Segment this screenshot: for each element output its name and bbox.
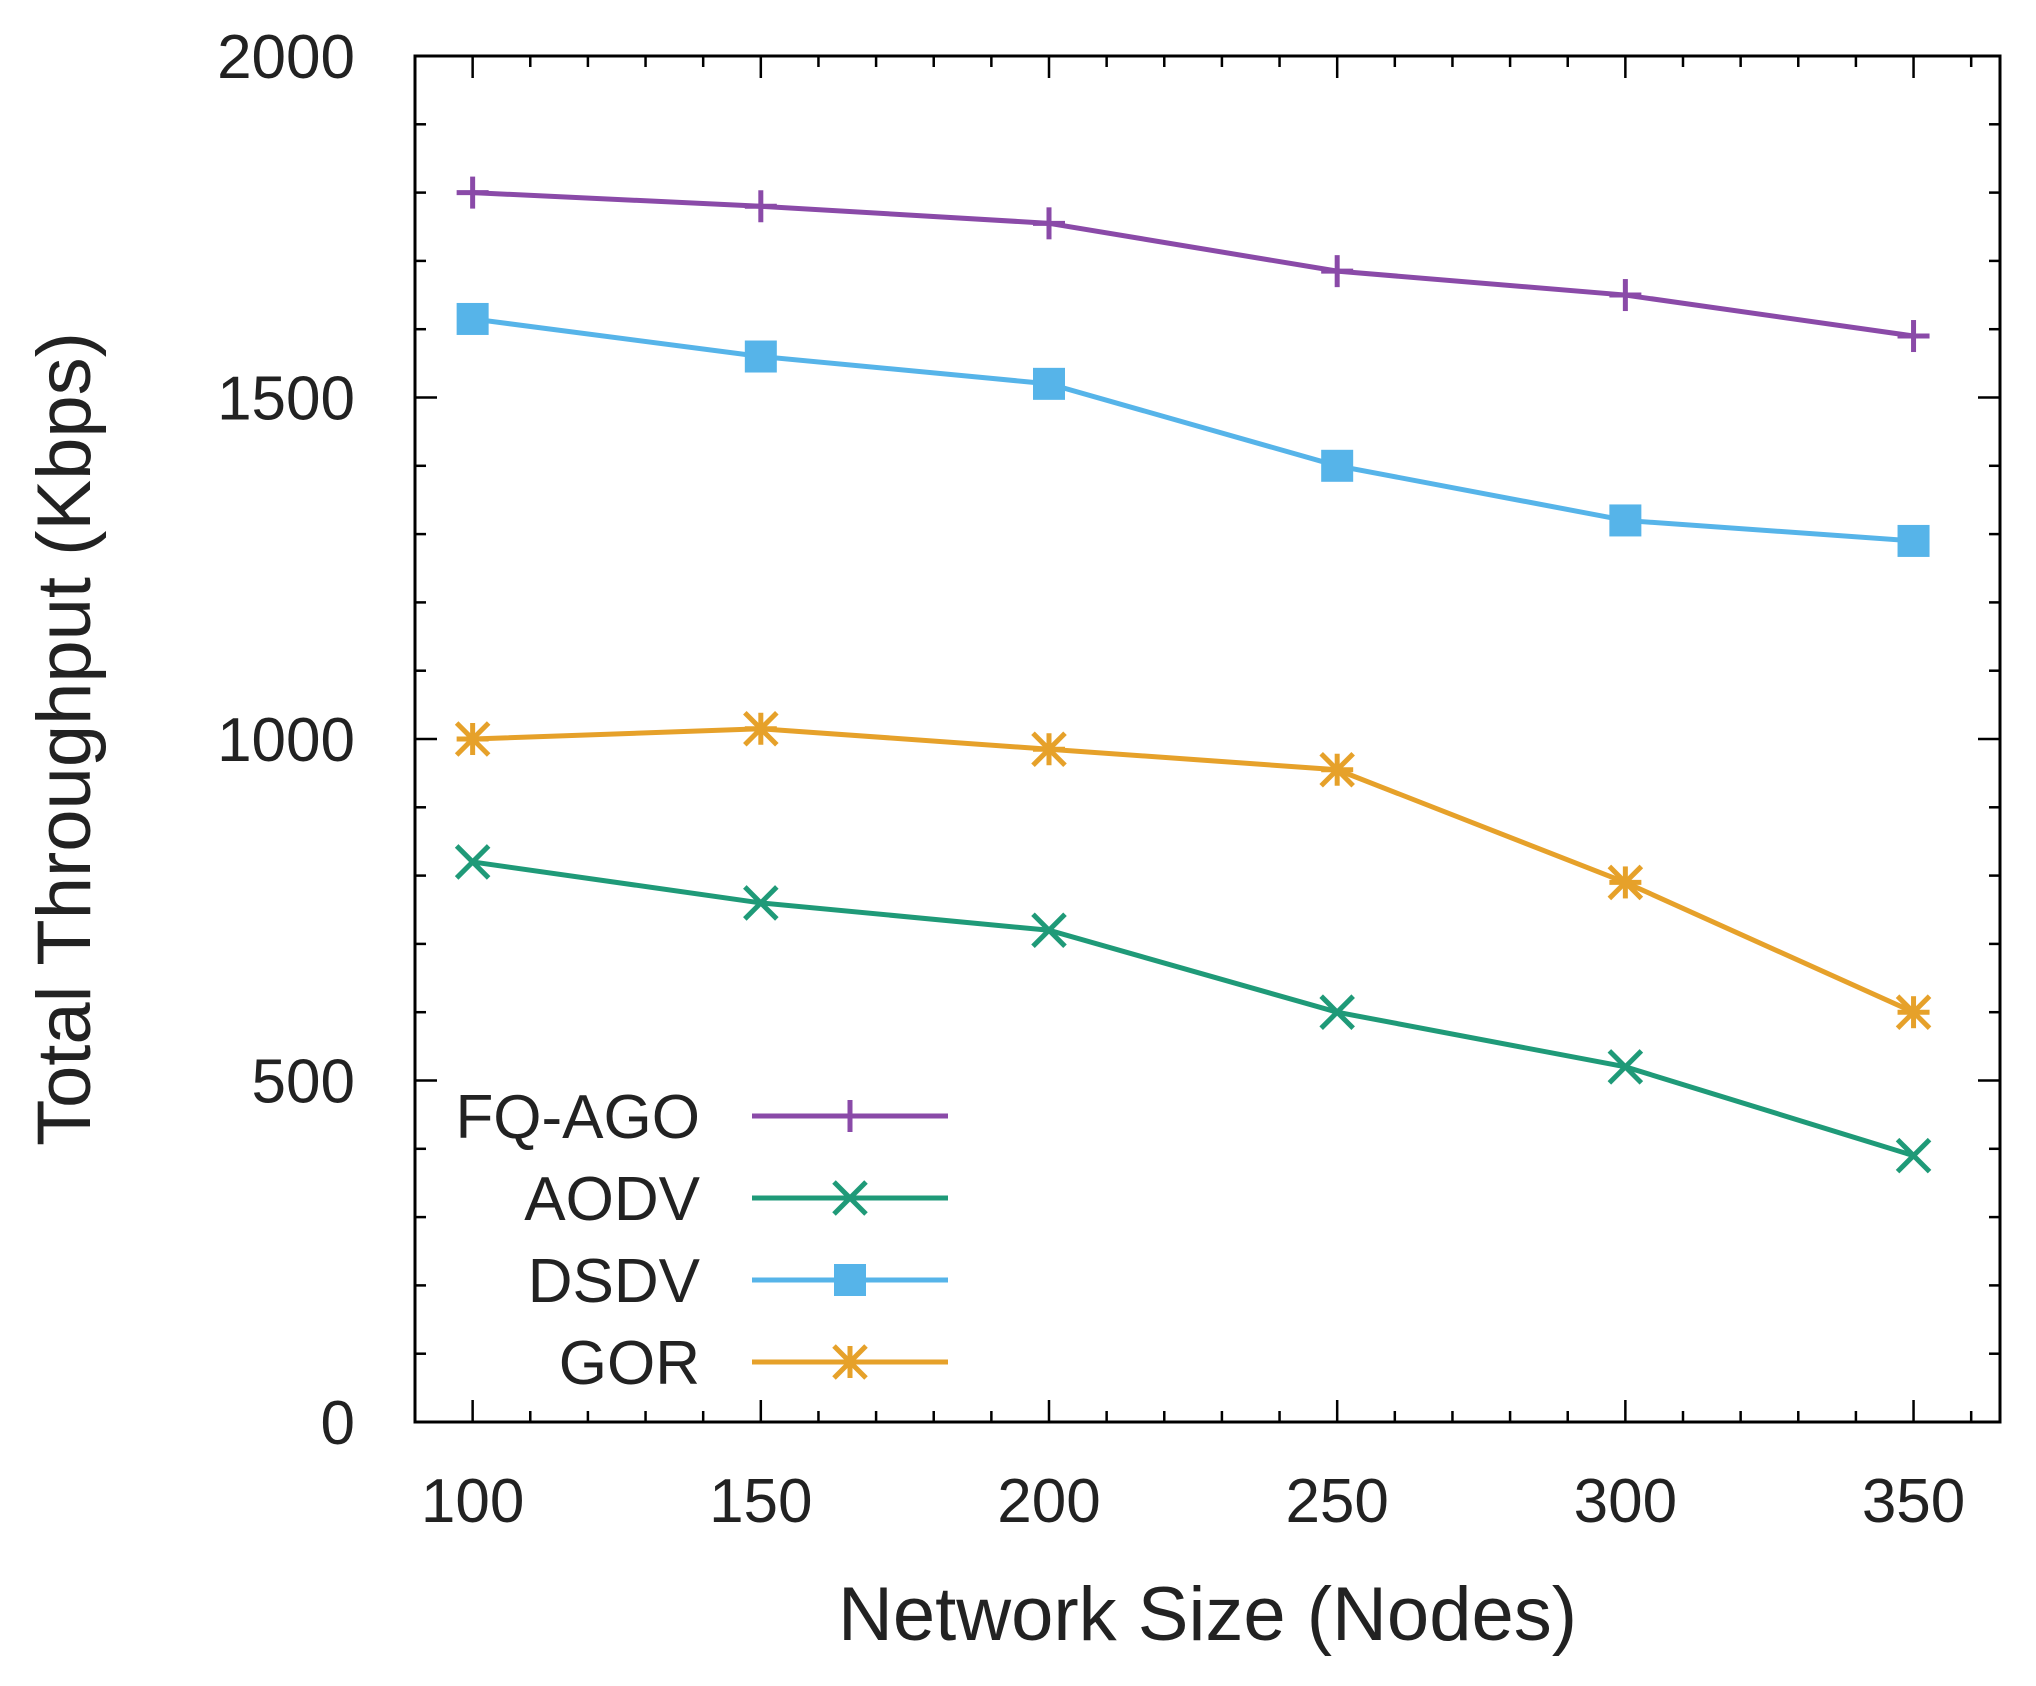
data-point-gor [1319,751,1355,788]
data-point-gor [1607,864,1644,901]
legend-marker [834,1100,866,1132]
legend-entry-fq-ago: FQ-AGO [455,1083,948,1152]
x-tick-label: 200 [997,1467,1100,1536]
data-point-aodv [1319,994,1355,1030]
series-line-fq-ago [472,190,1914,339]
data-point-fq-ago [1897,320,1930,353]
series-dsdv [456,302,1930,557]
y-tick-label: 2000 [217,23,355,92]
data-point-dsdv [1321,449,1354,482]
series-aodv [454,844,1932,1174]
data-point-gor [1895,994,1932,1030]
data-point-fq-ago [1033,207,1065,240]
series-line-aodv [472,859,1915,1159]
legend-label: GOR [559,1329,700,1398]
data-point-dsdv [456,302,489,335]
legend-marker [832,1344,868,1380]
x-tick-label: 150 [709,1467,812,1536]
series-line-dsdv [472,316,1914,544]
series-layer [454,176,1932,1174]
legend-label: DSDV [528,1247,701,1316]
data-point-gor [454,721,491,757]
legend-entry-aodv: AODV [524,1165,948,1234]
data-point-aodv [1607,1049,1644,1085]
axis-ticks [413,54,2000,1424]
legend-marker [832,1180,868,1216]
x-tick-label: 100 [421,1467,524,1536]
y-tick-label: 0 [321,1389,355,1458]
data-point-aodv [1895,1137,1932,1174]
series-gor [454,710,1932,1030]
data-point-fq-ago [456,176,489,209]
legend-entry-dsdv: DSDV [528,1247,948,1316]
y-axis-title: Total Throughput (Kbps) [22,332,107,1146]
y-tick-label: 500 [252,1048,355,1117]
y-tick-label: 1500 [217,365,355,434]
data-point-dsdv [1609,504,1642,537]
data-point-gor [743,710,779,747]
data-point-aodv [743,885,779,921]
data-point-fq-ago [1609,279,1642,312]
legend-label: FQ-AGO [455,1083,700,1152]
x-tick-label: 300 [1574,1467,1677,1536]
x-tick-label: 250 [1285,1467,1388,1536]
y-tick-label: 1000 [217,706,355,775]
data-point-dsdv [1897,524,1930,557]
tick-labels: 0 500 1000 1500 2000 100 150 200 250 300 350 [217,23,1965,1536]
legend-entry-gor: GOR [559,1329,948,1398]
legend-label: AODV [524,1165,700,1234]
data-point-aodv [1031,912,1067,949]
data-point-dsdv [744,340,777,373]
data-point-fq-ago [1321,255,1354,288]
x-tick-label: 350 [1862,1467,1965,1536]
series-fq-ago [456,176,1930,353]
data-point-aodv [454,844,491,880]
x-axis-title: Network Size (Nodes) [838,1572,1577,1657]
data-point-fq-ago [744,190,777,223]
data-point-dsdv [1033,367,1065,400]
series-line-gor [472,726,1915,1015]
legend: FQ-AGO AODV DSDV GOR [455,1083,948,1398]
data-point-gor [1031,731,1067,768]
legend-marker [834,1264,866,1296]
